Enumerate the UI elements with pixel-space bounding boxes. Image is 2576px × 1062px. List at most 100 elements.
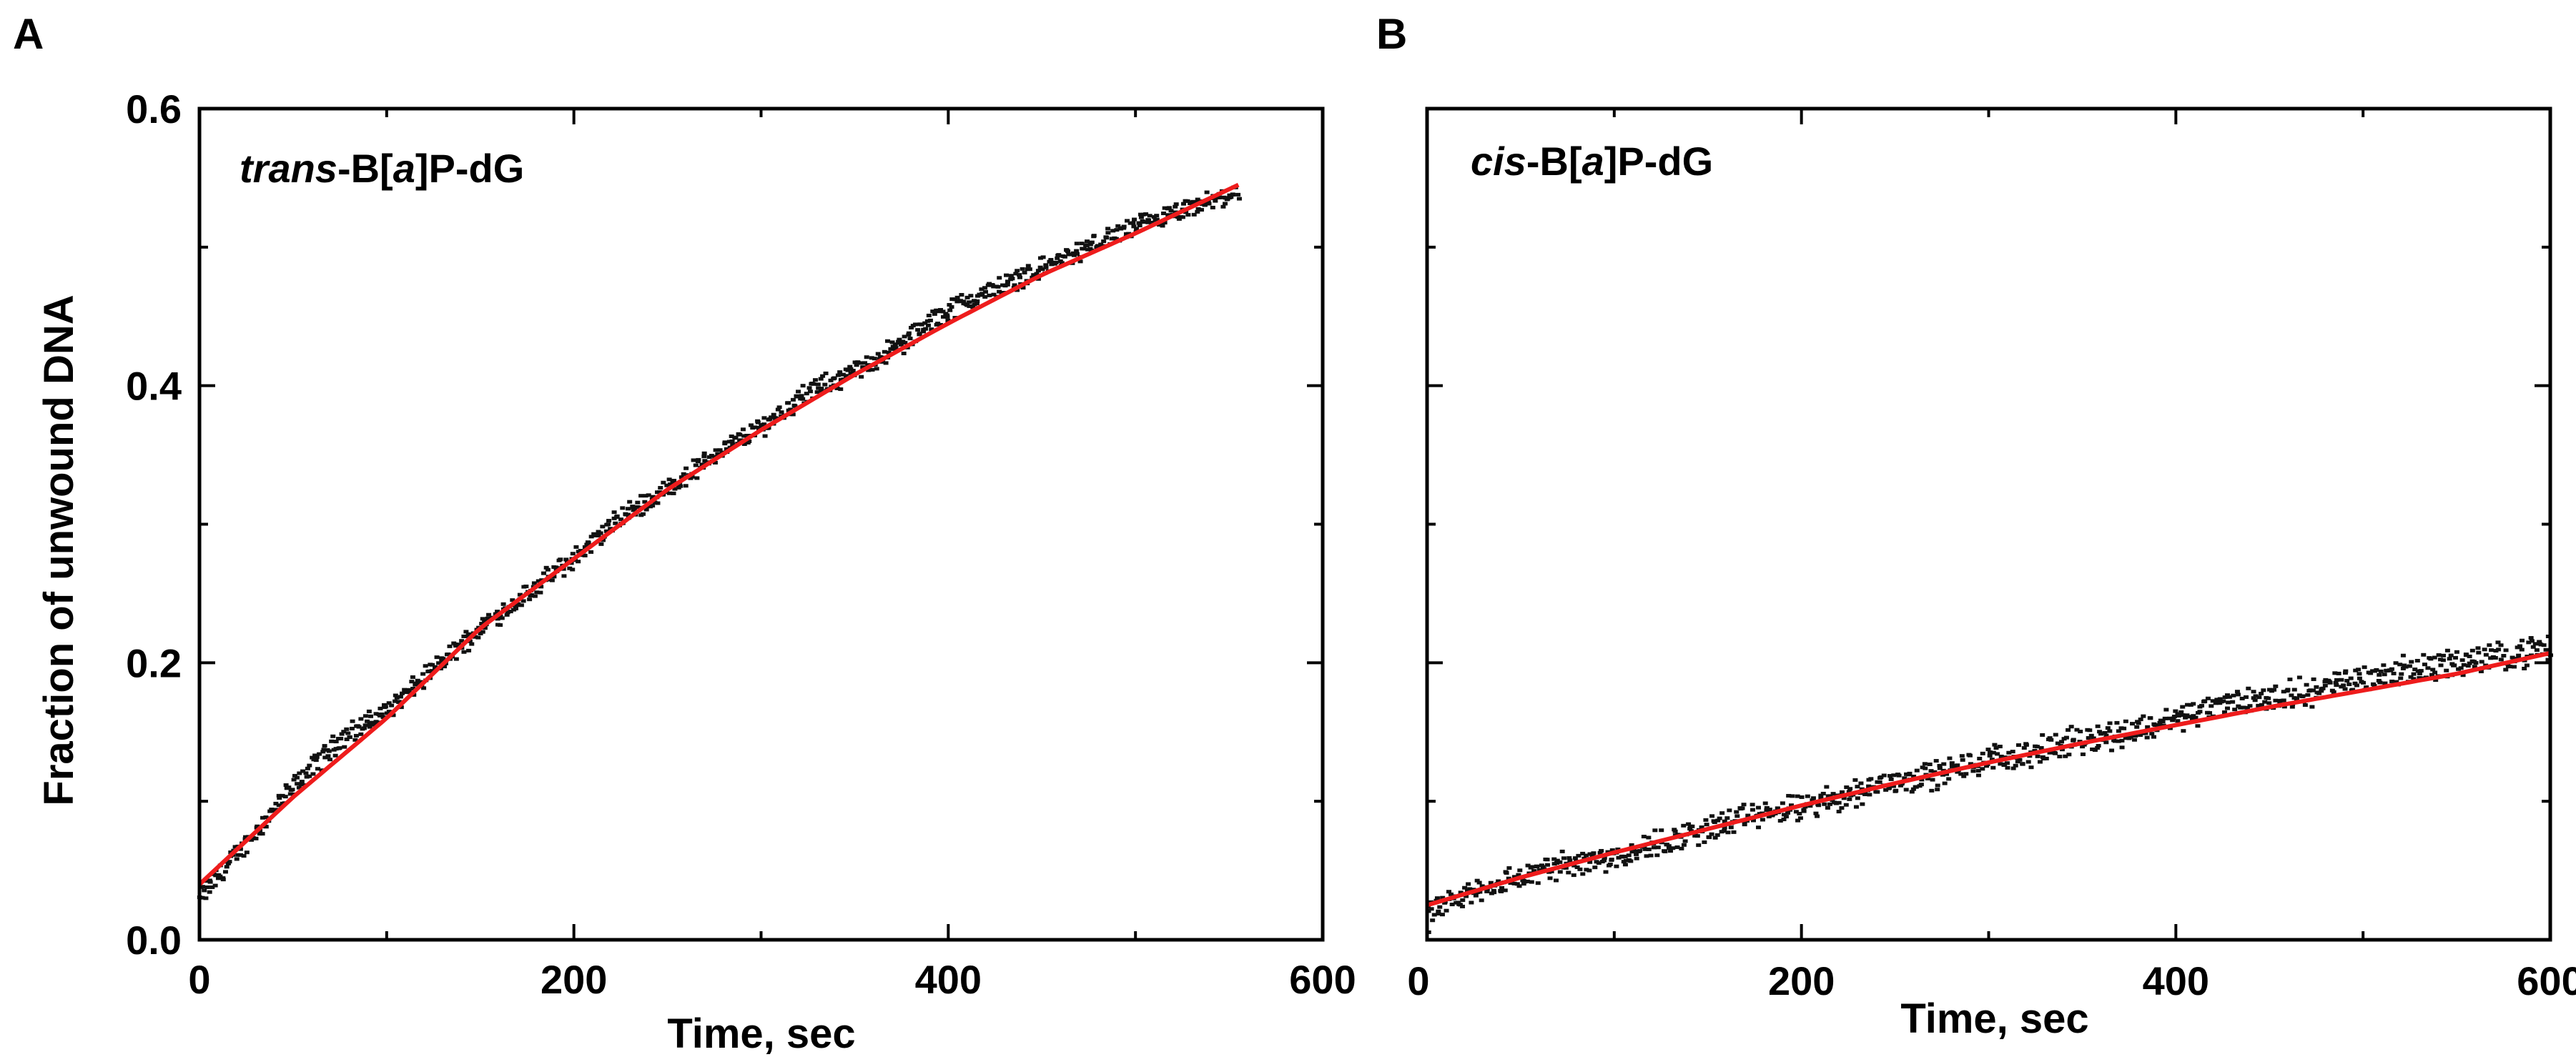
- data-point: [740, 427, 746, 432]
- data-point: [2095, 724, 2101, 728]
- data-point: [1081, 247, 1087, 251]
- data-point: [635, 500, 641, 505]
- data-point: [1790, 794, 1795, 798]
- data-point: [1739, 806, 1745, 810]
- data-point: [762, 434, 768, 438]
- data-point: [681, 472, 686, 476]
- data-point: [2244, 695, 2249, 699]
- data-point: [297, 771, 302, 775]
- data-point: [1605, 850, 1611, 854]
- data-point: [369, 720, 375, 725]
- data-point: [307, 774, 312, 778]
- data-point: [854, 363, 859, 367]
- data-point: [668, 482, 673, 487]
- data-point: [2262, 700, 2268, 704]
- data-point: [1138, 212, 1143, 217]
- data-point: [1762, 801, 1768, 805]
- data-point: [317, 752, 322, 756]
- data-point: [1087, 242, 1093, 247]
- data-point: [1559, 849, 1565, 853]
- data-point: [601, 538, 606, 542]
- data-point: [1185, 213, 1191, 217]
- data-point: [1012, 283, 1017, 287]
- data-point: [2403, 665, 2409, 669]
- data-point: [1946, 777, 1952, 781]
- data-point: [2526, 640, 2532, 645]
- data-point: [1977, 756, 1983, 760]
- data-point: [203, 896, 209, 900]
- data-point: [733, 436, 739, 440]
- data-point: [1089, 240, 1095, 244]
- data-point: [1132, 217, 1138, 222]
- data-point: [461, 650, 467, 654]
- data-point: [517, 592, 523, 597]
- data-point: [2287, 678, 2293, 682]
- data-point: [241, 854, 247, 858]
- data-point: [2028, 765, 2034, 770]
- data-point: [1751, 818, 1757, 823]
- data-point: [816, 386, 821, 390]
- data-point: [2167, 716, 2173, 720]
- data-point: [796, 389, 801, 394]
- data-point: [1840, 790, 1845, 794]
- data-point: [1961, 774, 1967, 778]
- data-point: [2222, 710, 2228, 715]
- data-point: [862, 361, 868, 365]
- data-point: [872, 357, 877, 361]
- data-point: [1911, 774, 1917, 778]
- data-point: [726, 440, 732, 444]
- data-point: [2021, 746, 2027, 750]
- data-point: [884, 339, 890, 343]
- data-point: [1877, 780, 1882, 784]
- data-point: [1043, 263, 1049, 267]
- data-point: [1072, 253, 1077, 257]
- data-point: [2107, 721, 2113, 725]
- data-point: [1793, 810, 1799, 814]
- data-point: [322, 755, 328, 760]
- data-point: [2374, 668, 2379, 672]
- data-point: [330, 734, 336, 738]
- data-point: [1549, 869, 1554, 873]
- data-point: [304, 775, 310, 779]
- data-point: [927, 318, 933, 322]
- data-point: [1079, 242, 1085, 246]
- data-point: [2210, 699, 2216, 703]
- x-tick-label: 400: [2143, 958, 2209, 1003]
- data-point: [1587, 860, 1593, 864]
- data-point: [699, 462, 705, 467]
- data-point: [1679, 846, 1684, 850]
- data-point: [1878, 775, 1884, 779]
- data-point: [406, 688, 412, 692]
- data-point: [2336, 671, 2341, 675]
- data-point: [1448, 892, 1454, 896]
- data-point: [2512, 665, 2517, 669]
- data-point: [2339, 678, 2344, 682]
- data-point: [2162, 716, 2168, 720]
- data-point: [858, 361, 864, 365]
- data-point: [746, 439, 752, 443]
- data-point: [2545, 635, 2551, 639]
- data-point: [513, 607, 518, 611]
- data-point: [724, 447, 729, 451]
- data-point: [1220, 204, 1226, 209]
- data-point: [202, 888, 207, 893]
- data-point: [1696, 843, 1702, 848]
- data-point: [415, 682, 421, 686]
- data-point: [1989, 758, 1995, 762]
- data-point: [1949, 761, 1955, 765]
- data-point: [2498, 643, 2504, 647]
- data-point: [1935, 788, 1940, 792]
- data-point: [377, 706, 383, 710]
- data-point: [253, 836, 259, 840]
- data-point: [1990, 750, 1996, 755]
- data-point: [2309, 705, 2315, 709]
- data-point: [1488, 880, 1494, 885]
- data-point: [1622, 863, 1628, 867]
- data-point: [1780, 801, 1785, 805]
- data-point: [671, 478, 677, 482]
- data-point: [2394, 680, 2399, 684]
- data-point: [2503, 668, 2509, 672]
- data-point: [500, 602, 506, 606]
- data-point: [947, 303, 952, 307]
- data-point: [1138, 215, 1144, 219]
